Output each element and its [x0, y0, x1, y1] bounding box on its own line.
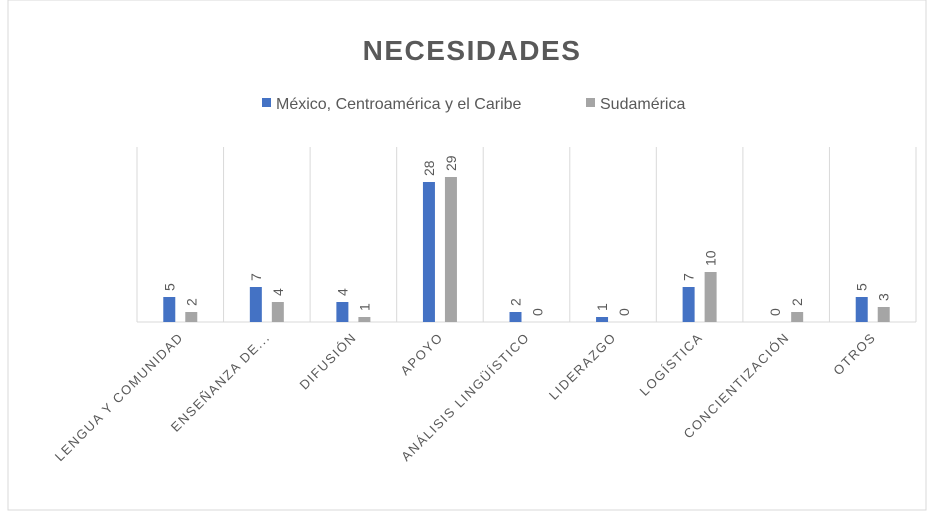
bar: [358, 317, 371, 322]
legend-label: México, Centroamérica y el Caribe: [276, 96, 522, 113]
data-label: 5: [161, 283, 177, 291]
data-label: 29: [443, 155, 459, 171]
legend-swatch: [262, 98, 271, 107]
data-label: 2: [789, 298, 805, 306]
bar: [855, 297, 868, 322]
chart-title: NECESIDADES: [363, 35, 582, 66]
data-label: 2: [508, 298, 524, 306]
bar: [422, 182, 435, 322]
data-label: 0: [530, 308, 546, 316]
data-label: 4: [334, 288, 350, 296]
data-label: 2: [183, 298, 199, 306]
bar: [444, 177, 457, 322]
data-label: 0: [767, 308, 783, 316]
data-label: 0: [616, 308, 632, 316]
bar: [877, 307, 890, 322]
bar: [682, 287, 695, 322]
data-label: 7: [248, 273, 264, 281]
data-label: 5: [854, 283, 870, 291]
data-label: 1: [594, 303, 610, 311]
legend-label: Sudamérica: [600, 96, 685, 113]
chart-frame: [7, 0, 927, 511]
data-label: 28: [421, 160, 437, 176]
bar: [791, 312, 804, 322]
data-label: 1: [356, 303, 372, 311]
data-label: 4: [270, 288, 286, 296]
bar: [704, 272, 717, 322]
bar: [596, 317, 609, 322]
bar: [336, 302, 349, 322]
bar: [509, 312, 522, 322]
bar: [249, 287, 262, 322]
bar: [271, 302, 284, 322]
bar: [163, 297, 176, 322]
data-label: 3: [876, 293, 892, 301]
data-label: 10: [703, 250, 719, 266]
bar: [185, 312, 198, 322]
legend-swatch: [586, 98, 595, 107]
data-label: 7: [681, 273, 697, 281]
